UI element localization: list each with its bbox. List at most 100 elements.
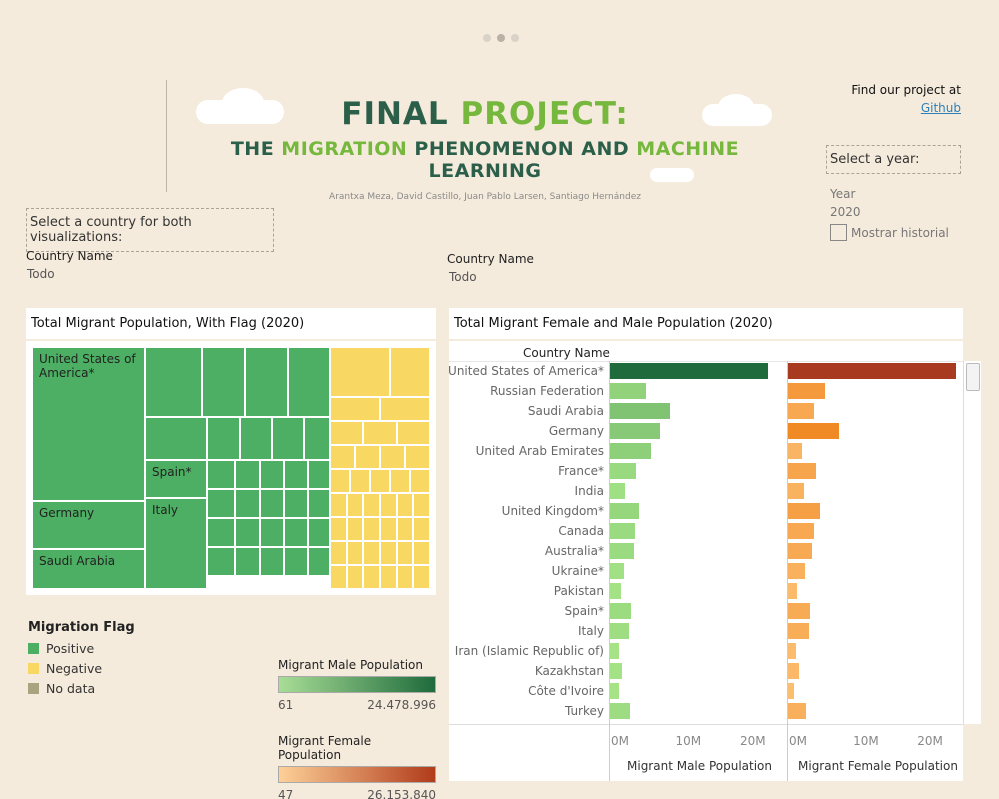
treemap-cell-italy[interactable]: Italy: [145, 498, 207, 589]
category-label[interactable]: Turkey: [565, 704, 604, 718]
female-bar[interactable]: [788, 403, 814, 419]
treemap-cell[interactable]: [330, 517, 347, 541]
treemap-cell[interactable]: [413, 493, 430, 517]
treemap-cell[interactable]: [380, 445, 405, 469]
treemap-cell[interactable]: [207, 417, 240, 460]
treemap-cell[interactable]: [397, 541, 414, 565]
female-bar[interactable]: [788, 363, 956, 379]
male-bar[interactable]: [610, 663, 622, 679]
male-bar[interactable]: [610, 463, 636, 479]
treemap-cell[interactable]: [380, 565, 397, 589]
treemap-cell[interactable]: [145, 417, 207, 460]
treemap-cell[interactable]: [284, 489, 308, 518]
treemap-cell[interactable]: [330, 541, 347, 565]
treemap-cell[interactable]: [284, 518, 308, 547]
female-bar[interactable]: [788, 703, 806, 719]
female-bar[interactable]: [788, 623, 809, 639]
treemap-cell[interactable]: [413, 565, 430, 589]
treemap-cell[interactable]: [308, 518, 330, 547]
female-bar[interactable]: [788, 383, 825, 399]
treemap-cell[interactable]: [145, 347, 202, 417]
female-bar[interactable]: [788, 483, 804, 499]
page-dot-3[interactable]: [511, 34, 519, 42]
legend-item-no-data[interactable]: No data: [28, 678, 135, 698]
female-bar[interactable]: [788, 423, 839, 439]
female-bar[interactable]: [788, 683, 794, 699]
treemap-cell[interactable]: [390, 469, 410, 493]
female-bar[interactable]: [788, 643, 796, 659]
female-bar[interactable]: [788, 663, 799, 679]
treemap-cell-spain[interactable]: Spain*: [145, 460, 207, 498]
male-bar[interactable]: [610, 443, 651, 459]
treemap-cell[interactable]: [272, 417, 304, 460]
female-bar[interactable]: [788, 463, 816, 479]
category-label[interactable]: Germany: [549, 424, 604, 438]
male-bar[interactable]: [610, 683, 619, 699]
treemap-cell[interactable]: [304, 417, 330, 460]
treemap-cell[interactable]: [410, 469, 430, 493]
male-bar[interactable]: [610, 543, 634, 559]
category-label[interactable]: India: [575, 484, 604, 498]
category-label[interactable]: Italy: [578, 624, 604, 638]
male-bar[interactable]: [610, 523, 635, 539]
treemap-cell[interactable]: [330, 469, 350, 493]
treemap-cell[interactable]: [380, 397, 430, 421]
treemap-cell[interactable]: [235, 518, 260, 547]
category-label[interactable]: Saudi Arabia: [528, 404, 604, 418]
treemap-cell[interactable]: [260, 460, 284, 489]
female-bar[interactable]: [788, 543, 812, 559]
treemap-cell[interactable]: [207, 547, 235, 576]
male-bar[interactable]: [610, 703, 630, 719]
category-label[interactable]: Russian Federation: [490, 384, 604, 398]
treemap-cell[interactable]: [260, 547, 284, 576]
github-link[interactable]: Github: [851, 101, 961, 115]
male-bar[interactable]: [610, 583, 621, 599]
treemap-cell[interactable]: [413, 517, 430, 541]
male-bar[interactable]: [610, 623, 629, 639]
treemap-cell[interactable]: [235, 547, 260, 576]
treemap-cell[interactable]: [330, 445, 355, 469]
treemap-cell[interactable]: [330, 493, 347, 517]
treemap-cell[interactable]: [330, 397, 380, 421]
treemap-cell[interactable]: [397, 565, 414, 589]
treemap-cell[interactable]: [288, 347, 330, 417]
treemap-cell[interactable]: [207, 460, 235, 489]
female-bar[interactable]: [788, 443, 802, 459]
filter-right-value[interactable]: Todo: [449, 270, 477, 284]
treemap-cell[interactable]: [207, 489, 235, 518]
treemap-cell[interactable]: [260, 518, 284, 547]
treemap-cell[interactable]: [363, 493, 380, 517]
category-label[interactable]: Côte d'Ivoire: [528, 684, 604, 698]
treemap-cell[interactable]: [347, 565, 364, 589]
treemap-cell[interactable]: [380, 517, 397, 541]
treemap-cell[interactable]: [390, 347, 430, 397]
treemap-cell[interactable]: [330, 347, 390, 397]
treemap-cell-germany[interactable]: Germany: [32, 501, 145, 549]
treemap-cell[interactable]: [308, 489, 330, 518]
treemap-cell[interactable]: [363, 421, 396, 445]
male-bar[interactable]: [610, 383, 646, 399]
scrollbar-thumb[interactable]: [966, 363, 980, 391]
category-label[interactable]: Australia*: [545, 544, 604, 558]
treemap-cell[interactable]: [235, 489, 260, 518]
treemap-cell[interactable]: [245, 347, 288, 417]
treemap-cell[interactable]: [413, 541, 430, 565]
treemap-cell[interactable]: [347, 517, 364, 541]
treemap-cell[interactable]: [397, 517, 414, 541]
category-label[interactable]: Iran (Islamic Republic of): [455, 644, 604, 658]
treemap-cell[interactable]: [330, 565, 347, 589]
history-checkbox[interactable]: [830, 224, 847, 241]
treemap-cell[interactable]: [308, 460, 330, 489]
treemap-cell[interactable]: [235, 460, 260, 489]
category-label[interactable]: United Kingdom*: [502, 504, 604, 518]
female-bar[interactable]: [788, 583, 797, 599]
treemap-cell[interactable]: [284, 460, 308, 489]
female-bar[interactable]: [788, 523, 814, 539]
category-label[interactable]: Spain*: [564, 604, 604, 618]
category-label[interactable]: Kazakhstan: [535, 664, 604, 678]
treemap-cell[interactable]: [363, 565, 380, 589]
year-value[interactable]: 2020: [830, 205, 861, 219]
treemap-cell[interactable]: [240, 417, 272, 460]
treemap-cell[interactable]: [330, 421, 363, 445]
female-bar[interactable]: [788, 503, 820, 519]
